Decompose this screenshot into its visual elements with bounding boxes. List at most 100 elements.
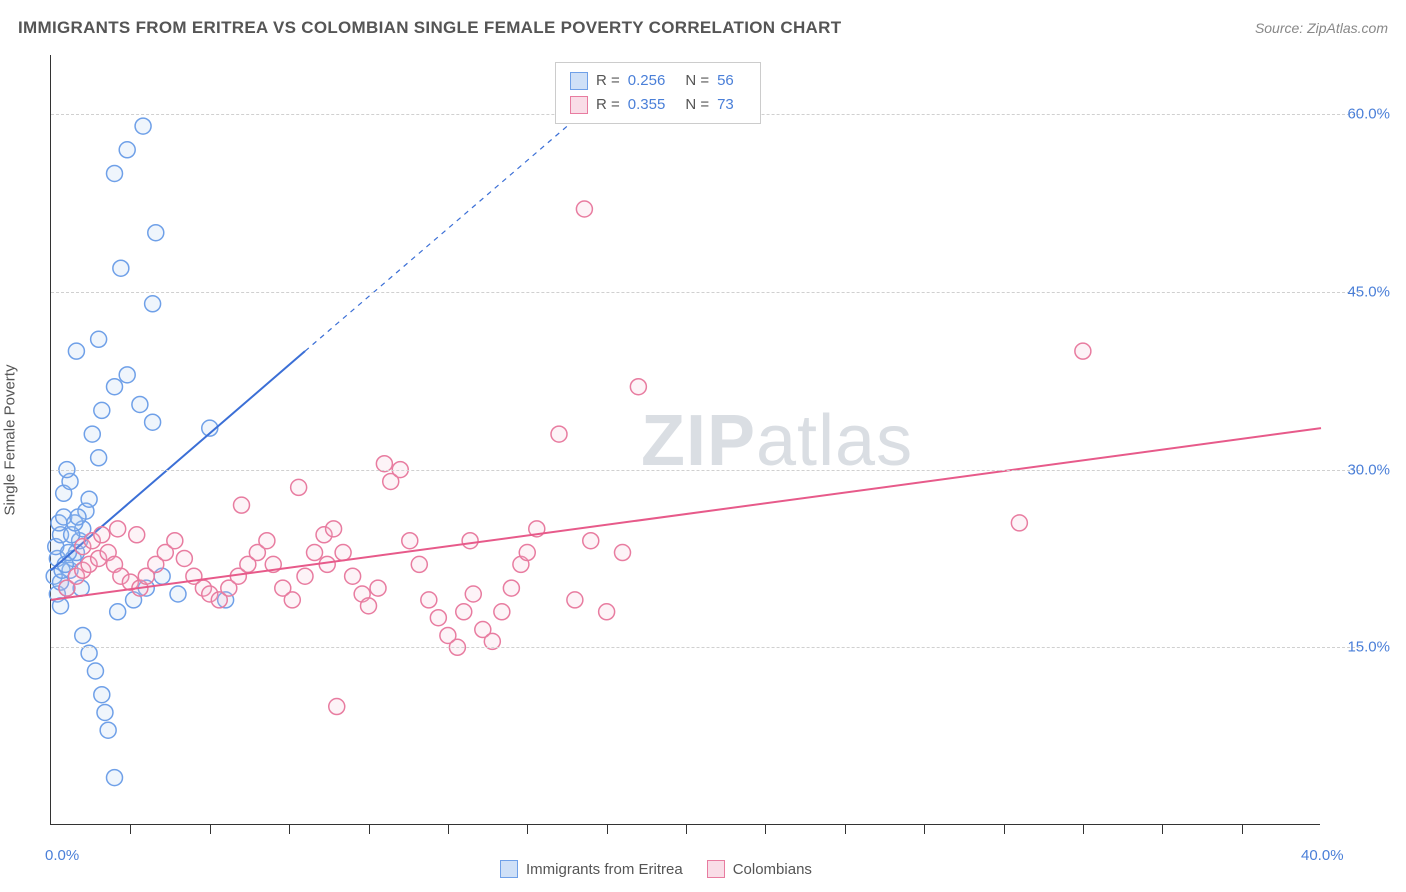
data-point-colombians bbox=[567, 592, 583, 608]
data-point-colombians bbox=[576, 201, 592, 217]
data-point-eritrea bbox=[119, 142, 135, 158]
data-point-eritrea bbox=[87, 663, 103, 679]
data-point-eritrea bbox=[119, 367, 135, 383]
data-point-eritrea bbox=[68, 343, 84, 359]
data-point-colombians bbox=[1011, 515, 1027, 531]
data-point-eritrea bbox=[145, 296, 161, 312]
swatch-eritrea-icon bbox=[500, 860, 518, 878]
data-point-eritrea bbox=[91, 450, 107, 466]
n-label: N = bbox=[685, 69, 709, 93]
x-tick bbox=[1083, 824, 1084, 834]
data-point-colombians bbox=[129, 527, 145, 543]
data-point-colombians bbox=[291, 479, 307, 495]
data-point-eritrea bbox=[107, 165, 123, 181]
x-tick bbox=[130, 824, 131, 834]
x-tick bbox=[686, 824, 687, 834]
y-tick-label: 60.0% bbox=[1347, 106, 1390, 123]
data-point-colombians bbox=[421, 592, 437, 608]
y-tick-label: 15.0% bbox=[1347, 639, 1390, 656]
data-point-colombians bbox=[462, 533, 478, 549]
x-tick bbox=[289, 824, 290, 834]
x-tick-label: 40.0% bbox=[1301, 847, 1344, 864]
y-axis-label: Single Female Poverty bbox=[2, 365, 19, 516]
data-point-colombians bbox=[519, 545, 535, 561]
data-point-colombians bbox=[494, 604, 510, 620]
x-tick bbox=[1242, 824, 1243, 834]
chart-title: IMMIGRANTS FROM ERITREA VS COLOMBIAN SIN… bbox=[18, 18, 841, 38]
n-value: 56 bbox=[717, 69, 734, 93]
stats-row-colombians: R =0.355N =73 bbox=[570, 93, 746, 117]
data-point-colombians bbox=[326, 521, 342, 537]
x-tick bbox=[607, 824, 608, 834]
data-point-colombians bbox=[370, 580, 386, 596]
x-tick bbox=[924, 824, 925, 834]
title-bar: IMMIGRANTS FROM ERITREA VS COLOMBIAN SIN… bbox=[18, 18, 1388, 38]
x-tick bbox=[210, 824, 211, 834]
data-point-colombians bbox=[503, 580, 519, 596]
data-point-eritrea bbox=[113, 260, 129, 276]
swatch-colombians-icon bbox=[570, 96, 588, 114]
x-tick bbox=[845, 824, 846, 834]
data-point-colombians bbox=[599, 604, 615, 620]
gridline-h bbox=[51, 647, 1360, 648]
r-label: R = bbox=[596, 93, 620, 117]
data-point-eritrea bbox=[135, 118, 151, 134]
data-point-colombians bbox=[94, 527, 110, 543]
y-tick-label: 45.0% bbox=[1347, 283, 1390, 300]
x-tick bbox=[1004, 824, 1005, 834]
data-point-colombians bbox=[583, 533, 599, 549]
data-point-eritrea bbox=[145, 414, 161, 430]
data-point-colombians bbox=[284, 592, 300, 608]
data-point-colombians bbox=[259, 533, 275, 549]
source-attribution: Source: ZipAtlas.com bbox=[1255, 20, 1388, 36]
data-point-eritrea bbox=[110, 604, 126, 620]
data-point-eritrea bbox=[91, 331, 107, 347]
stats-row-eritrea: R =0.256N =56 bbox=[570, 69, 746, 93]
data-point-eritrea bbox=[107, 379, 123, 395]
x-tick bbox=[527, 824, 528, 834]
x-tick bbox=[1162, 824, 1163, 834]
data-point-eritrea bbox=[100, 722, 116, 738]
data-point-colombians bbox=[456, 604, 472, 620]
data-point-colombians bbox=[402, 533, 418, 549]
r-value: 0.256 bbox=[628, 69, 666, 93]
legend-label: Immigrants from Eritrea bbox=[526, 861, 683, 878]
data-point-eritrea bbox=[94, 687, 110, 703]
legend-item-colombians: Colombians bbox=[707, 860, 812, 878]
data-point-eritrea bbox=[97, 704, 113, 720]
data-point-colombians bbox=[465, 586, 481, 602]
data-point-colombians bbox=[361, 598, 377, 614]
data-point-colombians bbox=[411, 556, 427, 572]
regression-line-colombians bbox=[51, 428, 1321, 600]
y-tick-label: 30.0% bbox=[1347, 461, 1390, 478]
x-tick bbox=[765, 824, 766, 834]
series-legend: Immigrants from Eritrea Colombians bbox=[500, 860, 812, 878]
gridline-h bbox=[51, 292, 1360, 293]
source-prefix: Source: bbox=[1255, 20, 1307, 36]
stats-legend: R = 0.256 N = 56R =0.355N =73 bbox=[555, 62, 761, 124]
data-point-colombians bbox=[234, 497, 250, 513]
data-point-eritrea bbox=[132, 396, 148, 412]
gridline-h bbox=[51, 470, 1360, 471]
data-point-eritrea bbox=[75, 627, 91, 643]
x-tick bbox=[369, 824, 370, 834]
legend-label: Colombians bbox=[733, 861, 812, 878]
data-point-eritrea bbox=[70, 509, 86, 525]
data-point-eritrea bbox=[94, 402, 110, 418]
legend-item-eritrea: Immigrants from Eritrea bbox=[500, 860, 683, 878]
data-point-colombians bbox=[176, 550, 192, 566]
data-point-eritrea bbox=[148, 225, 164, 241]
scatter-svg bbox=[51, 55, 1321, 825]
data-point-colombians bbox=[329, 699, 345, 715]
data-point-colombians bbox=[630, 379, 646, 395]
data-point-colombians bbox=[335, 545, 351, 561]
data-point-eritrea bbox=[107, 770, 123, 786]
data-point-colombians bbox=[345, 568, 361, 584]
data-point-colombians bbox=[430, 610, 446, 626]
data-point-eritrea bbox=[170, 586, 186, 602]
data-point-colombians bbox=[551, 426, 567, 442]
data-point-colombians bbox=[110, 521, 126, 537]
plot-area: ZIPatlas 15.0%30.0%45.0%60.0%0.0%40.0% bbox=[50, 55, 1320, 825]
n-value: 73 bbox=[717, 93, 734, 117]
data-point-eritrea bbox=[84, 426, 100, 442]
